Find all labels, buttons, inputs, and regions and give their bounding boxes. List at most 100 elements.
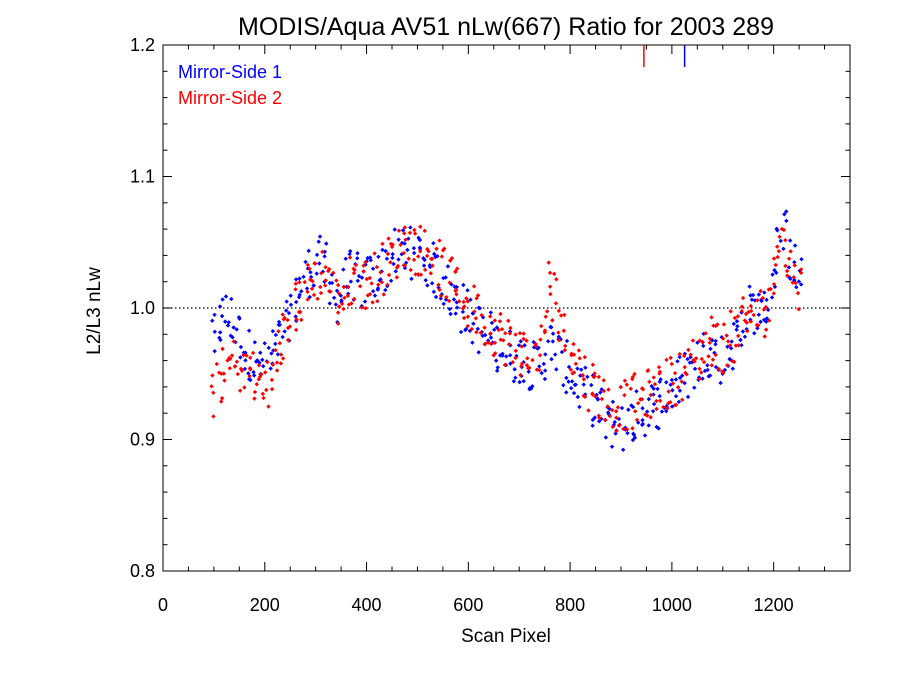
data-point [701, 343, 706, 349]
data-point [396, 257, 401, 262]
data-point [686, 347, 691, 353]
data-point [482, 332, 488, 338]
data-point [301, 274, 306, 279]
data-point [642, 433, 648, 438]
data-point [758, 288, 763, 294]
data-point [543, 314, 548, 319]
data-point [336, 291, 342, 296]
data-point [764, 297, 769, 303]
data-point [363, 306, 368, 311]
data-point [673, 394, 679, 399]
data-point [305, 289, 310, 294]
data-point [634, 389, 639, 394]
data-point [613, 409, 619, 414]
data-point [211, 390, 216, 395]
data-point [731, 359, 737, 365]
data-point [324, 241, 329, 246]
data-point [233, 339, 238, 345]
data-point [456, 299, 462, 304]
data-point [537, 364, 542, 369]
data-point [445, 264, 451, 269]
data-point [670, 388, 675, 393]
data-point [762, 334, 767, 339]
data-point [288, 293, 293, 298]
data-point [316, 239, 321, 244]
data-point [276, 329, 281, 334]
data-point [679, 379, 684, 384]
data-point [322, 254, 327, 259]
data-point [497, 319, 503, 324]
data-point [550, 339, 556, 344]
data-point [609, 407, 615, 413]
data-point [493, 358, 499, 363]
data-point [518, 339, 523, 344]
data-point [566, 379, 571, 384]
data-point [607, 413, 613, 419]
data-point [708, 346, 713, 352]
data-point [408, 267, 413, 273]
data-point [210, 373, 215, 378]
data-point [223, 294, 229, 299]
data-point [561, 328, 567, 333]
data-point [685, 356, 690, 362]
data-point [438, 296, 444, 301]
data-point [355, 256, 360, 261]
y-tick-label: 0.8 [130, 561, 155, 581]
data-point [237, 388, 243, 393]
data-point [384, 256, 390, 261]
data-point [605, 404, 610, 409]
data-point [402, 225, 408, 230]
data-point [630, 437, 636, 443]
data-point [630, 426, 635, 431]
data-point [562, 312, 567, 318]
data-point [592, 371, 597, 376]
data-point [652, 381, 658, 387]
data-point [530, 384, 535, 389]
data-point [390, 251, 395, 257]
data-point [537, 353, 543, 358]
data-point [412, 231, 418, 236]
data-point [327, 289, 332, 294]
data-point [657, 369, 663, 374]
data-point [212, 329, 218, 334]
data-point [524, 338, 529, 343]
data-point [721, 322, 727, 327]
data-point [548, 324, 553, 330]
data-point [706, 354, 711, 359]
data-point [682, 364, 687, 370]
data-point [688, 352, 693, 357]
data-point [728, 309, 733, 314]
data-point [774, 226, 779, 231]
data-point [241, 352, 246, 358]
data-point [788, 276, 793, 282]
data-point [614, 415, 619, 420]
data-point [784, 218, 789, 224]
data-point [675, 385, 681, 390]
data-point [265, 359, 270, 365]
data-point [596, 374, 602, 380]
data-point [590, 423, 595, 428]
data-point [248, 377, 253, 383]
data-point [738, 337, 743, 343]
data-point [554, 367, 559, 372]
data-point [664, 404, 669, 409]
data-point [771, 256, 777, 261]
data-point [219, 395, 225, 401]
data-point [594, 392, 599, 398]
data-point [441, 301, 446, 307]
data-point [278, 352, 284, 357]
y-tick-label: 1.1 [130, 167, 155, 187]
data-point [606, 387, 611, 392]
data-point [621, 426, 626, 432]
data-point [644, 409, 650, 414]
data-point [283, 308, 289, 313]
data-point [274, 368, 280, 373]
series-mirror-side-2 [209, 224, 804, 434]
data-point [647, 379, 652, 384]
data-point [761, 317, 767, 323]
data-point [512, 367, 517, 372]
data-point [675, 359, 680, 364]
data-point [680, 397, 685, 403]
data-point [346, 284, 351, 290]
data-point [390, 242, 395, 247]
